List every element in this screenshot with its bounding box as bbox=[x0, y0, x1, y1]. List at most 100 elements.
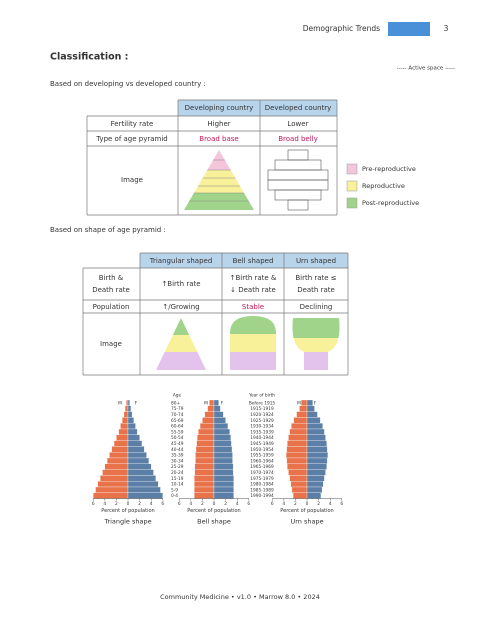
legend-label: Pre-reproductive bbox=[362, 165, 416, 173]
female-bar bbox=[213, 440, 232, 447]
year-label: 1925-1929 bbox=[250, 418, 274, 424]
male-bar bbox=[287, 440, 308, 447]
female-bar bbox=[306, 440, 327, 447]
sex-label: M bbox=[297, 401, 301, 407]
female-bar bbox=[127, 423, 136, 430]
legend-swatch bbox=[346, 180, 358, 192]
legend-label: Reproductive bbox=[362, 182, 405, 190]
cell: ↑Birth rate bbox=[161, 280, 200, 288]
female-bar bbox=[127, 486, 161, 493]
year-label: 1940-1944 bbox=[250, 435, 274, 441]
female-bar bbox=[306, 452, 329, 459]
header: Urn shaped bbox=[296, 257, 336, 265]
year-label: 1990-1994 bbox=[250, 493, 274, 499]
female-bar bbox=[127, 469, 154, 476]
female-bar bbox=[213, 463, 234, 470]
male-bar bbox=[195, 452, 215, 459]
cell: ↓ Death rate bbox=[230, 286, 276, 294]
female-bar bbox=[127, 411, 133, 418]
age-label: 15-19 bbox=[171, 476, 184, 482]
female-bar bbox=[213, 434, 231, 441]
pyramid-caption: Triangle shape bbox=[103, 518, 151, 526]
sex-label: F bbox=[135, 401, 138, 407]
male-bar bbox=[195, 446, 215, 453]
axis-label: Percent of population bbox=[101, 508, 154, 514]
year-label: 1955-1959 bbox=[250, 453, 274, 459]
male-bar bbox=[199, 423, 215, 430]
male-bar bbox=[198, 428, 215, 435]
female-bar bbox=[213, 446, 233, 453]
female-bar bbox=[306, 486, 323, 493]
male-bar bbox=[95, 486, 129, 493]
male-bar bbox=[113, 440, 129, 447]
male-bar bbox=[100, 475, 129, 482]
cell: Population bbox=[93, 303, 130, 311]
year-label: 1920-1924 bbox=[250, 412, 274, 418]
tick-label: 0 bbox=[306, 501, 309, 507]
male-bar bbox=[102, 469, 129, 476]
female-bar bbox=[213, 486, 234, 493]
female-bar bbox=[127, 399, 130, 406]
age-label: 25-29 bbox=[171, 464, 184, 470]
cell: ↑Birth rate & bbox=[230, 274, 277, 282]
male-bar bbox=[120, 423, 129, 430]
urn-illustration bbox=[292, 318, 340, 370]
female-bar bbox=[306, 475, 325, 482]
female-bar bbox=[213, 452, 233, 459]
male-bar bbox=[111, 446, 129, 453]
male-bar bbox=[204, 411, 215, 418]
male-bar bbox=[293, 417, 308, 424]
tick-label: 2 bbox=[294, 501, 297, 507]
header-title: Demographic Trends bbox=[303, 24, 380, 33]
male-bar bbox=[122, 417, 129, 424]
female-bar bbox=[306, 457, 328, 464]
axis-label: Percent of population bbox=[187, 508, 240, 514]
cell: Higher bbox=[207, 120, 230, 128]
tick-label: 2 bbox=[317, 501, 320, 507]
tick-label: 6 bbox=[340, 501, 343, 507]
cell: Stable bbox=[242, 303, 264, 311]
header: Developing country bbox=[185, 104, 254, 112]
tick-label: 2 bbox=[115, 501, 118, 507]
male-bar bbox=[109, 452, 129, 459]
male-bar bbox=[291, 423, 308, 430]
male-bar bbox=[97, 481, 129, 488]
female-bar bbox=[306, 463, 327, 470]
age-label: 55-59 bbox=[171, 429, 184, 435]
female-bar bbox=[127, 405, 132, 412]
tick-label: 4 bbox=[150, 501, 153, 507]
age-label: 60-64 bbox=[171, 424, 184, 430]
female-bar bbox=[127, 434, 140, 441]
male-bar bbox=[194, 463, 215, 470]
female-bar bbox=[213, 417, 226, 424]
cell: Fertility rate bbox=[111, 120, 154, 128]
male-bar bbox=[288, 469, 308, 476]
female-bar bbox=[213, 492, 234, 499]
cell: Birth rate ≤ bbox=[295, 274, 336, 282]
tick-label: 4 bbox=[282, 501, 285, 507]
female-bar bbox=[213, 405, 221, 412]
male-bar bbox=[194, 492, 215, 499]
male-bar bbox=[286, 446, 308, 453]
male-bar bbox=[202, 417, 215, 424]
header: Developed country bbox=[265, 104, 332, 112]
tick-label: 0 bbox=[213, 501, 216, 507]
year-label: 1980-1984 bbox=[250, 482, 274, 488]
female-bar bbox=[306, 481, 324, 488]
male-bar bbox=[289, 475, 308, 482]
male-bar bbox=[207, 405, 215, 412]
cell: Image bbox=[100, 340, 122, 348]
female-bar bbox=[213, 469, 234, 476]
year-label: 1960-1964 bbox=[250, 458, 274, 464]
male-bar bbox=[286, 457, 308, 464]
male-bar bbox=[285, 452, 308, 459]
cell: Death rate bbox=[297, 286, 335, 294]
female-bar bbox=[127, 446, 145, 453]
tick-label: 4 bbox=[189, 501, 192, 507]
age-label: 20-24 bbox=[171, 470, 184, 476]
year-label: 1930-1934 bbox=[250, 424, 274, 430]
footer: Community Medicine • v1.0 • Marrow 8.0 •… bbox=[160, 593, 320, 601]
male-bar bbox=[288, 434, 308, 441]
age-label: 40-44 bbox=[171, 447, 184, 453]
pyramid-caption: Urn shape bbox=[290, 518, 323, 526]
